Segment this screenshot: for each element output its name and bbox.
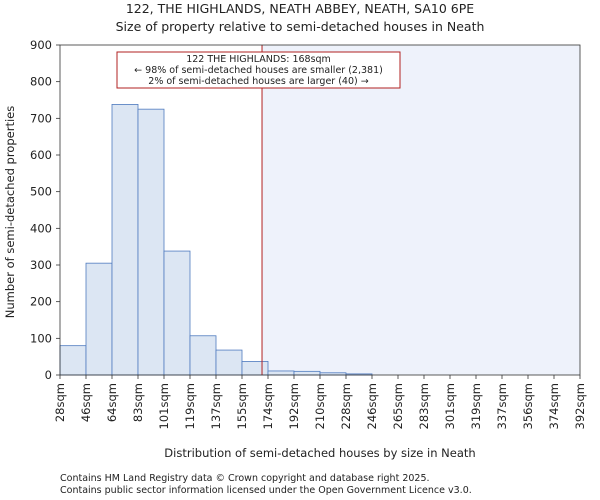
y-tick-label: 900 xyxy=(30,38,52,52)
annotation-line-2: ← 98% of semi-detached houses are smalle… xyxy=(134,65,383,76)
y-tick-label: 100 xyxy=(30,331,52,345)
x-tick-label: 192sqm xyxy=(287,383,301,429)
x-tick-label: 283sqm xyxy=(417,383,431,429)
x-axis: 28sqm 46sqm 64sqm 83sqm 101sqm 119sqm 137sqm 15… xyxy=(53,375,587,429)
x-tick-label: 119sqm xyxy=(183,383,197,429)
y-tick-label: 300 xyxy=(30,258,52,272)
y-tick-label: 600 xyxy=(30,148,52,162)
x-tick-label: 301sqm xyxy=(443,383,457,429)
bar-46sqm xyxy=(85,262,113,376)
larger-properties-region xyxy=(262,45,580,375)
x-tick-label: 28sqm xyxy=(53,383,67,422)
x-tick-label: 356sqm xyxy=(521,383,535,429)
y-tick-label: 700 xyxy=(30,111,52,125)
x-tick-label: 210sqm xyxy=(313,383,327,429)
y-tick-label: 200 xyxy=(30,295,52,309)
x-tick-label: 228sqm xyxy=(339,383,353,429)
x-tick-label: 392sqm xyxy=(573,383,587,429)
annotation-line-3: 2% of semi-detached houses are larger (4… xyxy=(148,76,368,87)
y-axis: 0 100 200 300 400 500 600 700 800 900 xyxy=(30,38,60,382)
bar-137sqm xyxy=(215,349,243,376)
bar-101sqm xyxy=(163,250,191,376)
x-tick-label: 46sqm xyxy=(79,383,93,422)
annotation-box xyxy=(116,51,401,89)
x-tick-label: 319sqm xyxy=(469,383,483,429)
x-tick-label: 246sqm xyxy=(365,383,379,429)
x-tick-label: 265sqm xyxy=(391,383,405,429)
footer-line-1: Contains HM Land Registry data © Crown c… xyxy=(60,473,430,484)
x-tick-label: 374sqm xyxy=(547,383,561,429)
chart-title: 122, THE HIGHLANDS, NEATH ABBEY, NEATH, … xyxy=(126,1,474,16)
y-tick-label: 0 xyxy=(45,368,52,382)
bar-155sqm xyxy=(241,361,269,376)
x-tick-label: 64sqm xyxy=(105,383,119,422)
bar-119sqm xyxy=(189,335,217,376)
y-tick-label: 500 xyxy=(30,185,52,199)
x-tick-label: 337sqm xyxy=(495,383,509,429)
bars-group xyxy=(59,104,373,376)
annotation-line-1: 122 THE HIGHLANDS: 168sqm xyxy=(186,54,331,65)
x-tick-label: 137sqm xyxy=(209,383,223,429)
x-tick-label: 83sqm xyxy=(131,383,145,422)
y-tick-label: 400 xyxy=(30,221,52,235)
y-axis-label: Number of semi-detached properties xyxy=(3,106,17,318)
bar-192sqm xyxy=(293,370,321,376)
bar-64sqm xyxy=(111,104,139,376)
bar-28sqm xyxy=(59,345,87,376)
x-tick-label: 101sqm xyxy=(157,383,171,429)
bar-83sqm xyxy=(137,108,165,376)
x-axis-label: Distribution of semi-detached houses by … xyxy=(164,446,475,460)
bar-174sqm xyxy=(267,370,295,376)
x-tick-label: 174sqm xyxy=(261,383,275,429)
footer-line-2: Contains public sector information licen… xyxy=(60,485,472,496)
chart-subtitle: Size of property relative to semi-detach… xyxy=(116,19,485,34)
x-tick-label: 155sqm xyxy=(235,383,249,429)
y-tick-label: 800 xyxy=(30,75,52,89)
